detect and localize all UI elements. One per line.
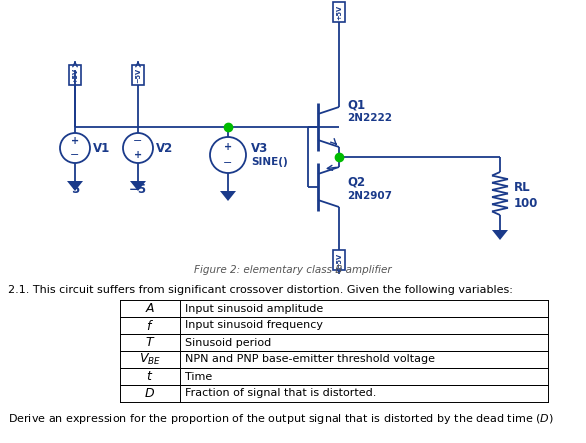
Polygon shape [130,181,146,191]
Polygon shape [220,191,236,201]
Text: $V_{BE}$: $V_{BE}$ [139,352,161,367]
Text: −: − [133,136,142,146]
Polygon shape [492,230,508,240]
Text: Q1: Q1 [347,98,365,112]
Text: −5V: −5V [336,253,342,268]
Text: Figure 2: elementary class B amplifier: Figure 2: elementary class B amplifier [194,265,392,275]
Bar [333,2,345,22]
Text: Fraction of signal that is distorted.: Fraction of signal that is distorted. [185,389,376,399]
Text: Derive an expression for the proportion of the output signal that is distorted b: Derive an expression for the proportion … [8,412,554,426]
Text: Input sinusoid amplitude: Input sinusoid amplitude [185,303,323,314]
Text: 2N2907: 2N2907 [347,191,392,201]
Text: −5V: −5V [135,67,141,82]
Text: Q2: Q2 [347,175,365,189]
Text: −5: −5 [129,183,147,195]
Text: $T$: $T$ [145,336,155,349]
Text: Time: Time [185,372,212,381]
Text: NPN and PNP base-emitter threshold voltage: NPN and PNP base-emitter threshold volta… [185,354,435,365]
Polygon shape [67,181,83,191]
Text: $D$: $D$ [145,387,155,400]
Text: +: + [224,142,232,152]
Text: 100: 100 [514,197,539,210]
Text: 2N2222: 2N2222 [347,113,392,123]
Text: Input sinusoid frequency: Input sinusoid frequency [185,320,323,330]
Text: V1: V1 [93,141,110,155]
Text: $f$: $f$ [146,319,154,333]
Text: SINE(): SINE() [251,157,288,167]
Bar [132,65,144,85]
Text: RL: RL [514,180,531,194]
Text: Sinusoid period: Sinusoid period [185,338,271,347]
Text: $t$: $t$ [146,370,154,383]
Bar [333,250,345,270]
Text: +: + [134,150,142,160]
Text: +5V: +5V [72,67,78,82]
Text: V2: V2 [156,141,173,155]
Text: V3: V3 [251,141,268,155]
Text: −: − [223,158,233,168]
Text: 2.1. This circuit suffers from significant crossover distortion. Given the follo: 2.1. This circuit suffers from significa… [8,285,513,295]
Bar [69,65,81,85]
Text: +5V: +5V [336,4,342,19]
Text: 5: 5 [71,183,79,195]
Text: $A$: $A$ [145,302,155,315]
Text: −: − [70,150,80,160]
Text: +: + [71,136,79,146]
